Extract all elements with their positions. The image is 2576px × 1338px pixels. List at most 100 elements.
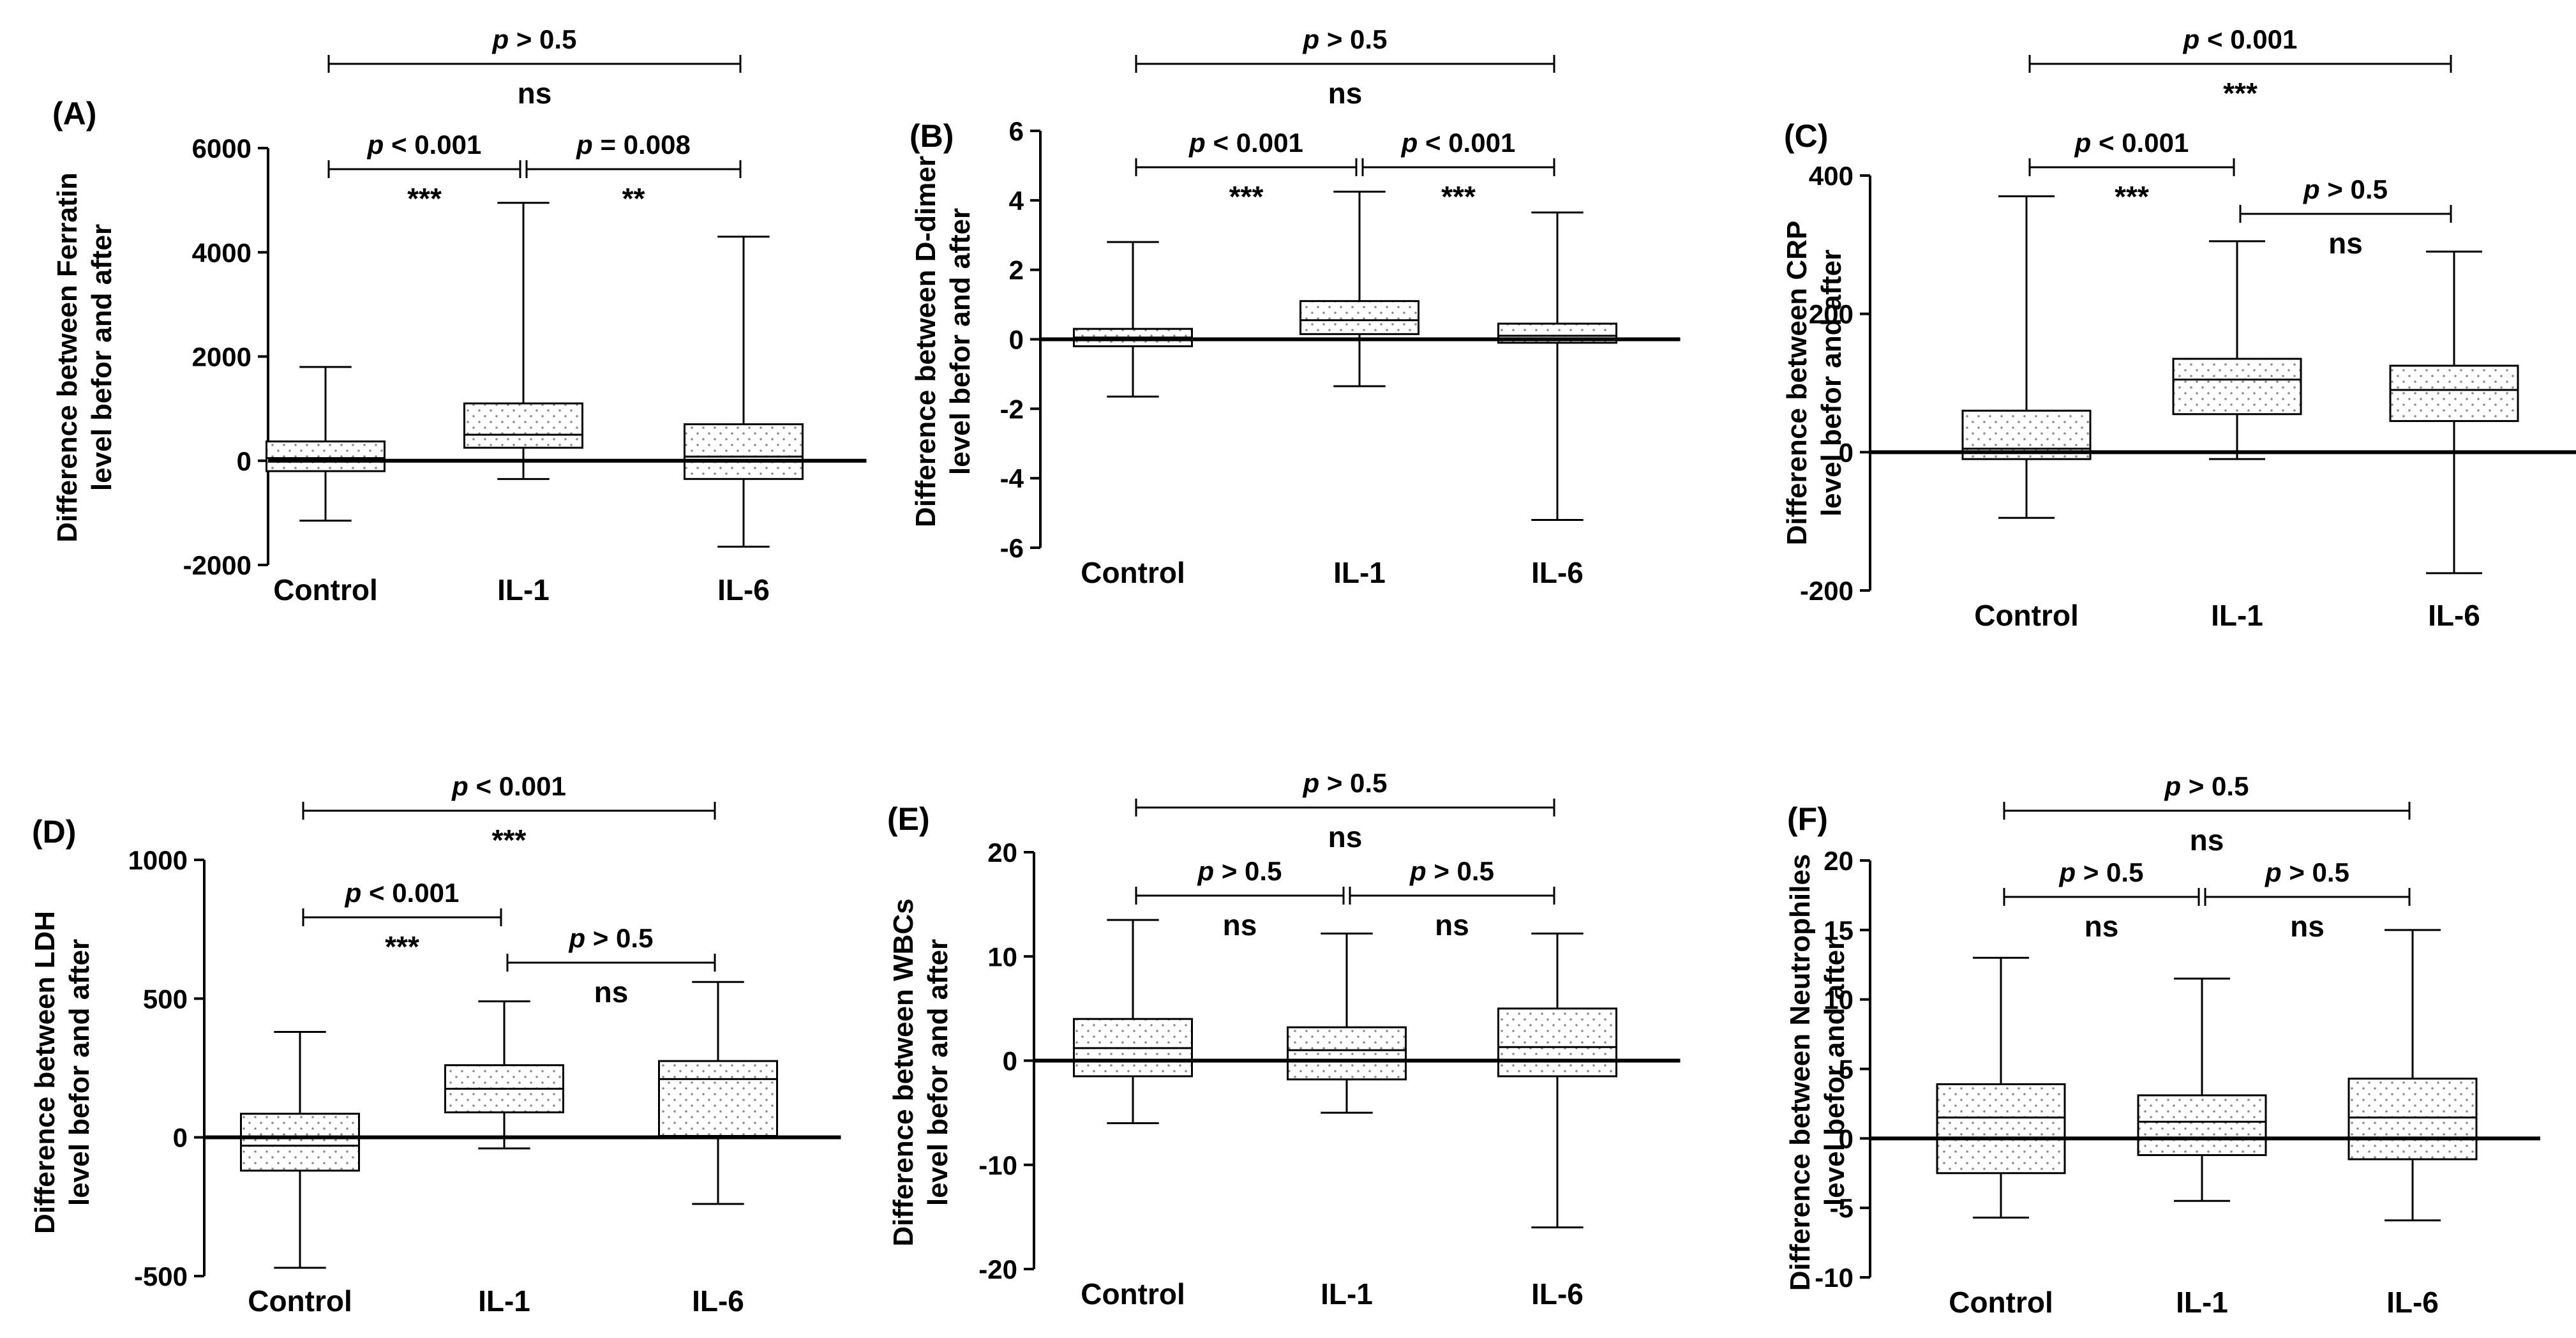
y-tick-label: 2 (1009, 255, 1024, 285)
x-tick-label: Control (248, 1284, 352, 1318)
y-tick-label: 400 (1809, 161, 1853, 191)
box-il-6 (1497, 211, 1617, 521)
y-tick-label: 0 (1839, 437, 1853, 467)
box-iqr (463, 402, 583, 449)
y-axis-label-line: level befor and after (945, 208, 976, 475)
p-value-label: p > 0.5 (1303, 24, 1388, 54)
box-il-6 (658, 981, 778, 1205)
p-value-label: p > 0.5 (569, 923, 654, 953)
y-tick-label: 0 (1009, 325, 1024, 355)
box-iqr (2348, 1078, 2478, 1161)
box-iqr (1287, 1026, 1407, 1081)
p-symbol: p (2265, 857, 2289, 887)
significance-mark: *** (407, 182, 442, 215)
p-symbol: p (345, 878, 369, 908)
significance-bracket: p > 0.5 ns (506, 923, 716, 1009)
p-value: > 0.5 (1222, 856, 1282, 886)
significance-bracket: p = 0.008 ** (525, 130, 742, 215)
p-symbol: p (2183, 24, 2207, 54)
panel-label: (A) (52, 96, 96, 132)
panel-label: (F) (1787, 801, 1828, 837)
significance-mark: ns (2290, 910, 2325, 943)
significance-mark: ** (622, 182, 645, 215)
y-tick-label: -200 (1800, 576, 1853, 606)
significance-mark: *** (385, 930, 419, 963)
y-tick-label: -5 (1830, 1193, 1853, 1223)
box-iqr (658, 1060, 778, 1137)
y-axis-label-line: level befor and after (922, 939, 954, 1206)
x-tick-label: Control (1081, 556, 1185, 589)
panel-label: (C) (1784, 118, 1828, 154)
p-value-label: p < 0.001 (2074, 128, 2189, 158)
p-value: > 0.5 (1434, 856, 1494, 886)
chart-panel-6: (F) Difference between Neutrophiles level … (1785, 771, 2540, 1319)
box-iqr (1936, 1083, 2066, 1175)
box-iqr (2137, 1094, 2267, 1156)
significance-mark: ns (2190, 823, 2224, 857)
p-value: > 0.5 (1327, 24, 1388, 54)
p-value-label: p < 0.001 (451, 771, 566, 801)
significance-bracket: p > 0.5 ns (1135, 856, 1345, 942)
significance-bracket: p < 0.001 *** (1361, 128, 1555, 213)
p-value-label: p > 0.5 (2265, 857, 2349, 887)
box-iqr (1299, 300, 1419, 335)
x-tick-label: IL-6 (692, 1284, 744, 1318)
box-iqr (266, 440, 386, 472)
y-tick-label: 1000 (128, 845, 188, 875)
y-axis-label-line: level befor and after (1819, 939, 1850, 1206)
p-value: < 0.001 (1213, 128, 1303, 158)
significance-mark: *** (1229, 180, 1264, 213)
p-value: < 0.001 (1425, 128, 1515, 158)
p-value-label: p < 0.001 (1401, 128, 1516, 158)
p-value: > 0.5 (1327, 768, 1388, 798)
significance-bracket: p > 0.5 ns (2239, 174, 2452, 260)
significance-bracket: p < 0.001 *** (1135, 128, 1358, 213)
significance-bracket: p > 0.5 ns (2003, 771, 2411, 857)
significance-mark: ns (1328, 77, 1363, 110)
x-tick-label: IL-6 (1531, 1277, 1584, 1311)
box-il-1 (1287, 932, 1407, 1114)
box-il-1 (2137, 977, 2267, 1202)
x-tick-label: Control (1081, 1277, 1185, 1311)
p-value: < 0.001 (2207, 24, 2297, 54)
y-axis-label: Difference between WBCs level befor and a… (888, 898, 954, 1246)
p-value-label: p < 0.001 (2183, 24, 2298, 54)
p-symbol: p (1188, 128, 1213, 158)
box-control (1073, 919, 1193, 1124)
box-il-6 (684, 236, 804, 548)
significance-bracket: p > 0.5 ns (327, 24, 742, 110)
y-tick-label: 4000 (192, 237, 251, 267)
box-control (1936, 956, 2066, 1219)
p-value: < 0.001 (369, 878, 459, 908)
p-value: > 0.5 (2189, 771, 2249, 801)
p-symbol: p (1409, 856, 1434, 886)
p-value-label: p > 0.5 (1409, 856, 1494, 886)
p-symbol: p (1303, 768, 1327, 798)
y-tick-label: 0 (237, 446, 251, 476)
y-tick-label: -2000 (183, 550, 251, 580)
box-iqr (2172, 357, 2302, 416)
y-tick-label: -6 (1000, 533, 1024, 563)
y-tick-label: 6 (1009, 116, 1024, 146)
p-symbol: p (2074, 128, 2099, 158)
p-value: < 0.001 (2099, 128, 2189, 158)
y-axis-label-line: Difference between D-dimer (910, 156, 941, 527)
panel-label: (D) (32, 814, 76, 850)
significance-mark: ns (1328, 820, 1363, 853)
significance-bracket: p < 0.001 *** (302, 771, 716, 857)
y-tick-label: 500 (143, 984, 188, 1014)
y-tick-label: 10 (987, 942, 1017, 972)
significance-mark: ns (1435, 908, 1469, 942)
chart-panel-4: (D) Difference between LDH level befor and… (29, 771, 841, 1318)
box-iqr (684, 423, 804, 480)
p-value-label: p > 0.5 (492, 24, 577, 54)
significance-mark: *** (2115, 180, 2149, 213)
y-axis-label-line: Difference between Ferratin (52, 172, 83, 543)
significance-mark: *** (492, 823, 527, 857)
box-control (240, 1030, 360, 1269)
y-tick-label: 0 (173, 1123, 188, 1153)
significance-mark: ns (2085, 910, 2119, 943)
y-tick-label: 4 (1009, 186, 1024, 216)
p-value-label: p < 0.001 (1188, 128, 1303, 158)
